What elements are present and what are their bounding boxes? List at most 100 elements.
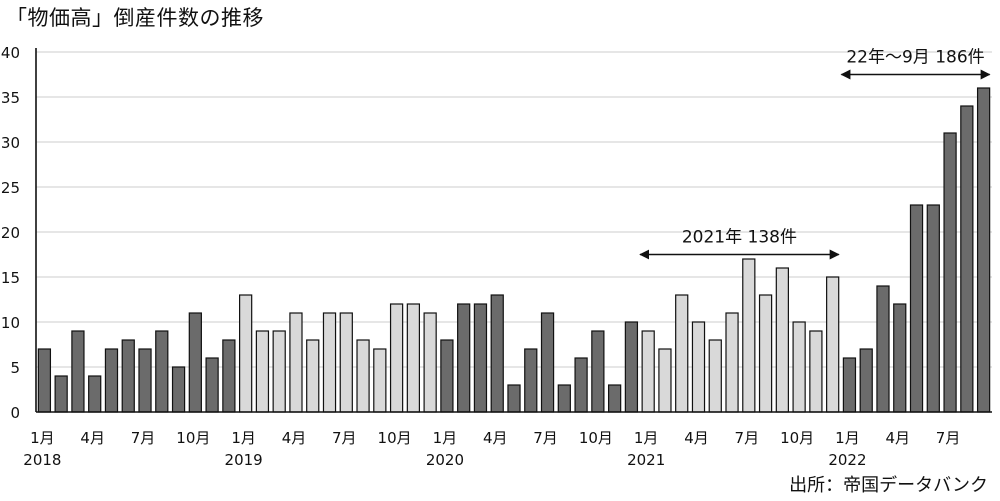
x-tick-month: 7月 bbox=[735, 429, 760, 447]
bar bbox=[289, 312, 303, 413]
bar bbox=[859, 348, 873, 413]
x-tick-month: 1月 bbox=[835, 429, 860, 447]
bars bbox=[37, 87, 991, 413]
bar bbox=[356, 339, 370, 413]
bar bbox=[809, 330, 823, 413]
bar bbox=[188, 312, 202, 413]
bar bbox=[893, 303, 907, 413]
x-tick-month: 10月 bbox=[176, 429, 210, 447]
bar bbox=[876, 285, 890, 413]
bar bbox=[205, 357, 219, 413]
x-axis-ticks: 1月 2018 4月 7月 10月 1月 2019 4月 7月 10月 1月 2020 4月 7月 10月 1… bbox=[23, 429, 960, 469]
bar bbox=[54, 375, 68, 413]
bar bbox=[88, 375, 102, 413]
x-tick-year: 2018 bbox=[23, 451, 61, 469]
bar bbox=[306, 339, 320, 413]
bar bbox=[423, 312, 437, 413]
x-tick-month: 4月 bbox=[885, 429, 910, 447]
y-tick-label: 30 bbox=[1, 134, 20, 152]
source-note: 出所：帝国データバンク bbox=[789, 475, 988, 496]
bar bbox=[222, 339, 236, 413]
bar bbox=[473, 303, 488, 413]
x-tick-month: 7月 bbox=[533, 429, 558, 447]
bar bbox=[406, 303, 421, 413]
bar bbox=[826, 276, 840, 413]
y-tick-label: 15 bbox=[1, 269, 20, 287]
bar bbox=[658, 348, 672, 413]
bar bbox=[255, 330, 270, 413]
x-tick-month: 10月 bbox=[780, 429, 814, 447]
bar bbox=[675, 294, 689, 413]
bar bbox=[725, 312, 739, 413]
x-tick-month: 1月 bbox=[634, 429, 659, 447]
x-tick-month: 10月 bbox=[579, 429, 613, 447]
y-tick-label: 40 bbox=[1, 44, 20, 62]
bar bbox=[272, 330, 286, 413]
x-tick-month: 4月 bbox=[282, 429, 307, 447]
y-tick-label: 0 bbox=[10, 404, 20, 422]
bar bbox=[239, 294, 253, 413]
bar bbox=[71, 330, 85, 413]
bar bbox=[171, 366, 186, 413]
bar bbox=[574, 357, 588, 413]
x-tick-month: 1月 bbox=[30, 429, 55, 447]
bar bbox=[121, 339, 135, 413]
axes bbox=[35, 48, 992, 413]
x-tick-year: 2020 bbox=[426, 451, 464, 469]
bar bbox=[37, 348, 52, 413]
bar bbox=[389, 303, 404, 413]
bar bbox=[322, 312, 337, 413]
x-tick-month: 1月 bbox=[433, 429, 458, 447]
annotation-label: 22年～9月 186件 bbox=[846, 48, 984, 68]
y-tick-label: 5 bbox=[10, 359, 20, 377]
bar bbox=[641, 330, 655, 413]
bar bbox=[742, 258, 756, 413]
x-tick-month: 4月 bbox=[684, 429, 709, 447]
x-tick-month: 1月 bbox=[231, 429, 256, 447]
bar bbox=[591, 330, 605, 413]
bar bbox=[708, 339, 722, 413]
x-tick-year: 2019 bbox=[225, 451, 263, 469]
bar bbox=[758, 294, 773, 413]
bar bbox=[607, 384, 622, 413]
bar bbox=[557, 384, 571, 413]
bar bbox=[540, 312, 555, 413]
bar bbox=[373, 348, 387, 413]
chart-title: 「物価高」倒産件数の推移 bbox=[6, 6, 264, 30]
x-tick-month: 7月 bbox=[936, 429, 961, 447]
y-axis-ticks: 0 5 10 15 20 25 30 35 40 bbox=[1, 44, 20, 422]
bar bbox=[926, 204, 940, 413]
y-tick-label: 35 bbox=[1, 89, 20, 107]
bar bbox=[775, 267, 789, 413]
bar bbox=[792, 321, 806, 413]
bar bbox=[104, 348, 119, 413]
x-tick-year: 2021 bbox=[627, 451, 665, 469]
bar bbox=[691, 321, 706, 413]
annotation-label: 2021年 138件 bbox=[682, 228, 797, 248]
bar bbox=[943, 132, 957, 413]
bar bbox=[339, 312, 353, 413]
bar bbox=[960, 105, 974, 413]
x-tick-month: 10月 bbox=[378, 429, 412, 447]
annotations: 2021年 138件 22年～9月 186件 bbox=[639, 48, 991, 260]
bar bbox=[138, 348, 152, 413]
y-tick-label: 10 bbox=[1, 314, 20, 332]
bar bbox=[507, 384, 521, 413]
gridlines bbox=[36, 51, 992, 368]
x-tick-month: 7月 bbox=[131, 429, 156, 447]
bar bbox=[976, 87, 991, 413]
bar bbox=[490, 294, 504, 413]
x-tick-month: 4月 bbox=[80, 429, 105, 447]
x-tick-year: 2022 bbox=[828, 451, 866, 469]
bar bbox=[842, 357, 857, 413]
bar bbox=[440, 339, 454, 413]
y-tick-label: 20 bbox=[1, 224, 20, 242]
x-tick-month: 4月 bbox=[483, 429, 508, 447]
x-tick-month: 7月 bbox=[332, 429, 357, 447]
bar bbox=[457, 303, 471, 413]
bar bbox=[909, 204, 924, 413]
bar bbox=[155, 330, 169, 413]
bar bbox=[624, 321, 639, 413]
bar bbox=[524, 348, 538, 413]
